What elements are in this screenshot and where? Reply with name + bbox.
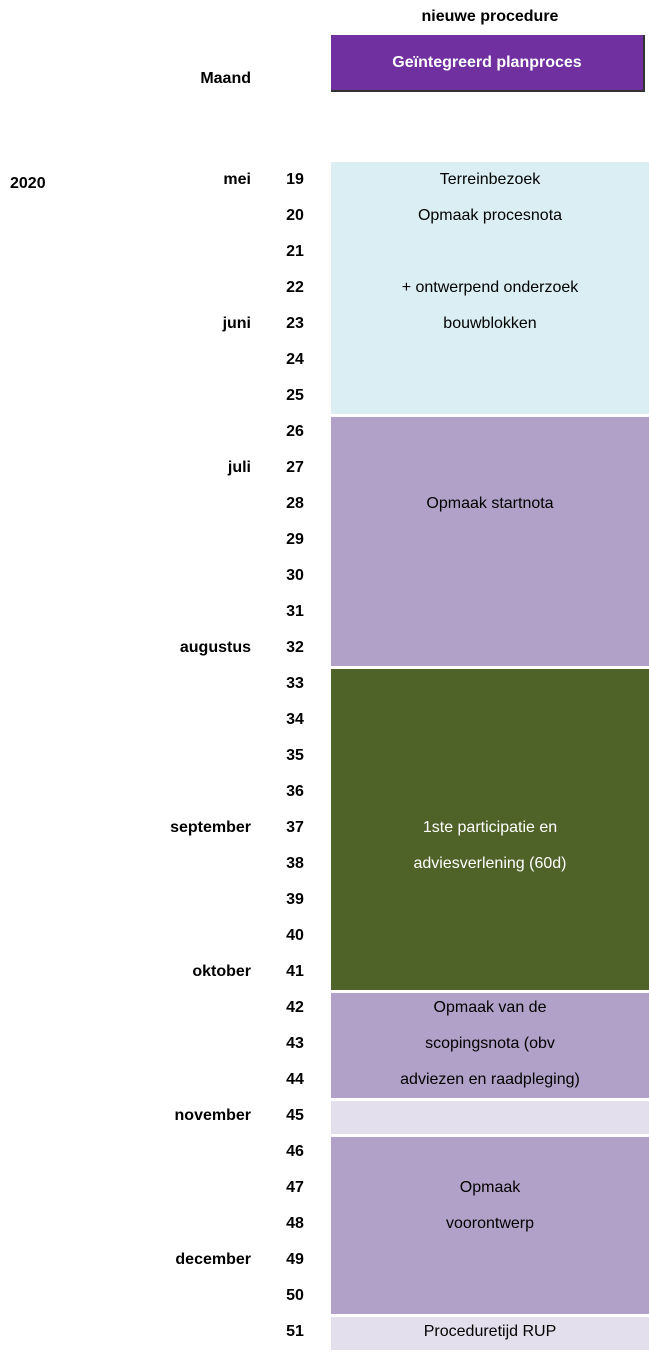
week-number: 48 bbox=[286, 1215, 304, 1232]
week-number: 50 bbox=[286, 1287, 304, 1304]
week-number: 37 bbox=[286, 819, 304, 836]
phase-text: adviesverlening (60d) bbox=[413, 855, 567, 872]
week-number: 33 bbox=[286, 675, 304, 692]
phase-block bbox=[331, 1101, 649, 1134]
week-number: 49 bbox=[286, 1251, 304, 1268]
phase-text: scopingsnota (obv bbox=[425, 1035, 555, 1052]
month-heading: Maand bbox=[200, 70, 251, 87]
week-number: 23 bbox=[286, 315, 304, 332]
phase-block: Terreinbezoek Opmaak procesnota + ontwerpe… bbox=[331, 162, 649, 414]
week-number: 47 bbox=[286, 1179, 304, 1196]
week-number: 24 bbox=[286, 351, 304, 368]
week-number: 26 bbox=[286, 423, 304, 440]
week-number: 35 bbox=[286, 747, 304, 764]
week-number: 40 bbox=[286, 927, 304, 944]
week-number: 41 bbox=[286, 963, 304, 980]
phase-text: Opmaak startnota bbox=[426, 495, 554, 512]
month-label: november bbox=[174, 1107, 251, 1124]
week-number: 45 bbox=[286, 1107, 304, 1124]
year: 2020 bbox=[10, 175, 46, 192]
week-number: 42 bbox=[286, 999, 304, 1016]
month-label: juli bbox=[227, 459, 251, 476]
phase-text: Opmaak bbox=[459, 1179, 521, 1196]
week-number: 29 bbox=[286, 531, 304, 548]
phase-text: Terreinbezoek bbox=[439, 171, 541, 188]
phase-text: + ontwerpend onderzoek bbox=[401, 279, 579, 296]
week-number: 38 bbox=[286, 855, 304, 872]
phase-text: 1ste participatie en bbox=[422, 819, 558, 836]
month-label: augustus bbox=[179, 639, 251, 656]
week-number: 27 bbox=[286, 459, 304, 476]
phase-text: bouwblokken bbox=[443, 315, 537, 332]
week-number: 30 bbox=[286, 567, 304, 584]
phase-block: Opmaak voorontwerp bbox=[331, 1137, 649, 1314]
week-number: 46 bbox=[286, 1143, 304, 1160]
plan-header: Geïntegreerd planproces bbox=[331, 35, 645, 92]
phase-text: Opmaak procesnota bbox=[417, 207, 563, 224]
week-number: 28 bbox=[286, 495, 304, 512]
week-number: 32 bbox=[286, 639, 304, 656]
month-label: mei bbox=[223, 171, 251, 188]
month-label: december bbox=[175, 1251, 251, 1268]
week-number: 22 bbox=[286, 279, 304, 296]
week-number: 19 bbox=[286, 171, 304, 188]
month-label: juni bbox=[222, 315, 251, 332]
phase-text: voorontwerp bbox=[445, 1215, 535, 1232]
week-number: 34 bbox=[286, 711, 304, 728]
phase-text: Proceduretijd RUP bbox=[423, 1323, 557, 1340]
week-number: 25 bbox=[286, 387, 304, 404]
week-number: 36 bbox=[286, 783, 304, 800]
procedure-label: nieuwe procedure bbox=[421, 8, 559, 25]
week-number: 31 bbox=[286, 603, 304, 620]
month-label: september bbox=[170, 819, 251, 836]
week-number: 44 bbox=[286, 1071, 304, 1088]
week-number: 39 bbox=[286, 891, 304, 908]
phase-text: adviezen en raadpleging) bbox=[400, 1071, 580, 1088]
phase-text: Opmaak van de bbox=[433, 999, 547, 1016]
phase-block: Proceduretijd RUP bbox=[331, 1317, 649, 1350]
month-label: oktober bbox=[192, 963, 251, 980]
week-number: 20 bbox=[286, 207, 304, 224]
phase-block: Opmaak van de scopingsnota (obv adviezen e… bbox=[331, 993, 649, 1098]
week-number: 43 bbox=[286, 1035, 304, 1052]
week-number: 21 bbox=[286, 243, 304, 260]
phase-block: 1ste participatie en adviesverlening (60d… bbox=[331, 669, 649, 990]
phase-block: Opmaak startnota bbox=[331, 417, 649, 666]
week-number: 51 bbox=[286, 1323, 304, 1340]
